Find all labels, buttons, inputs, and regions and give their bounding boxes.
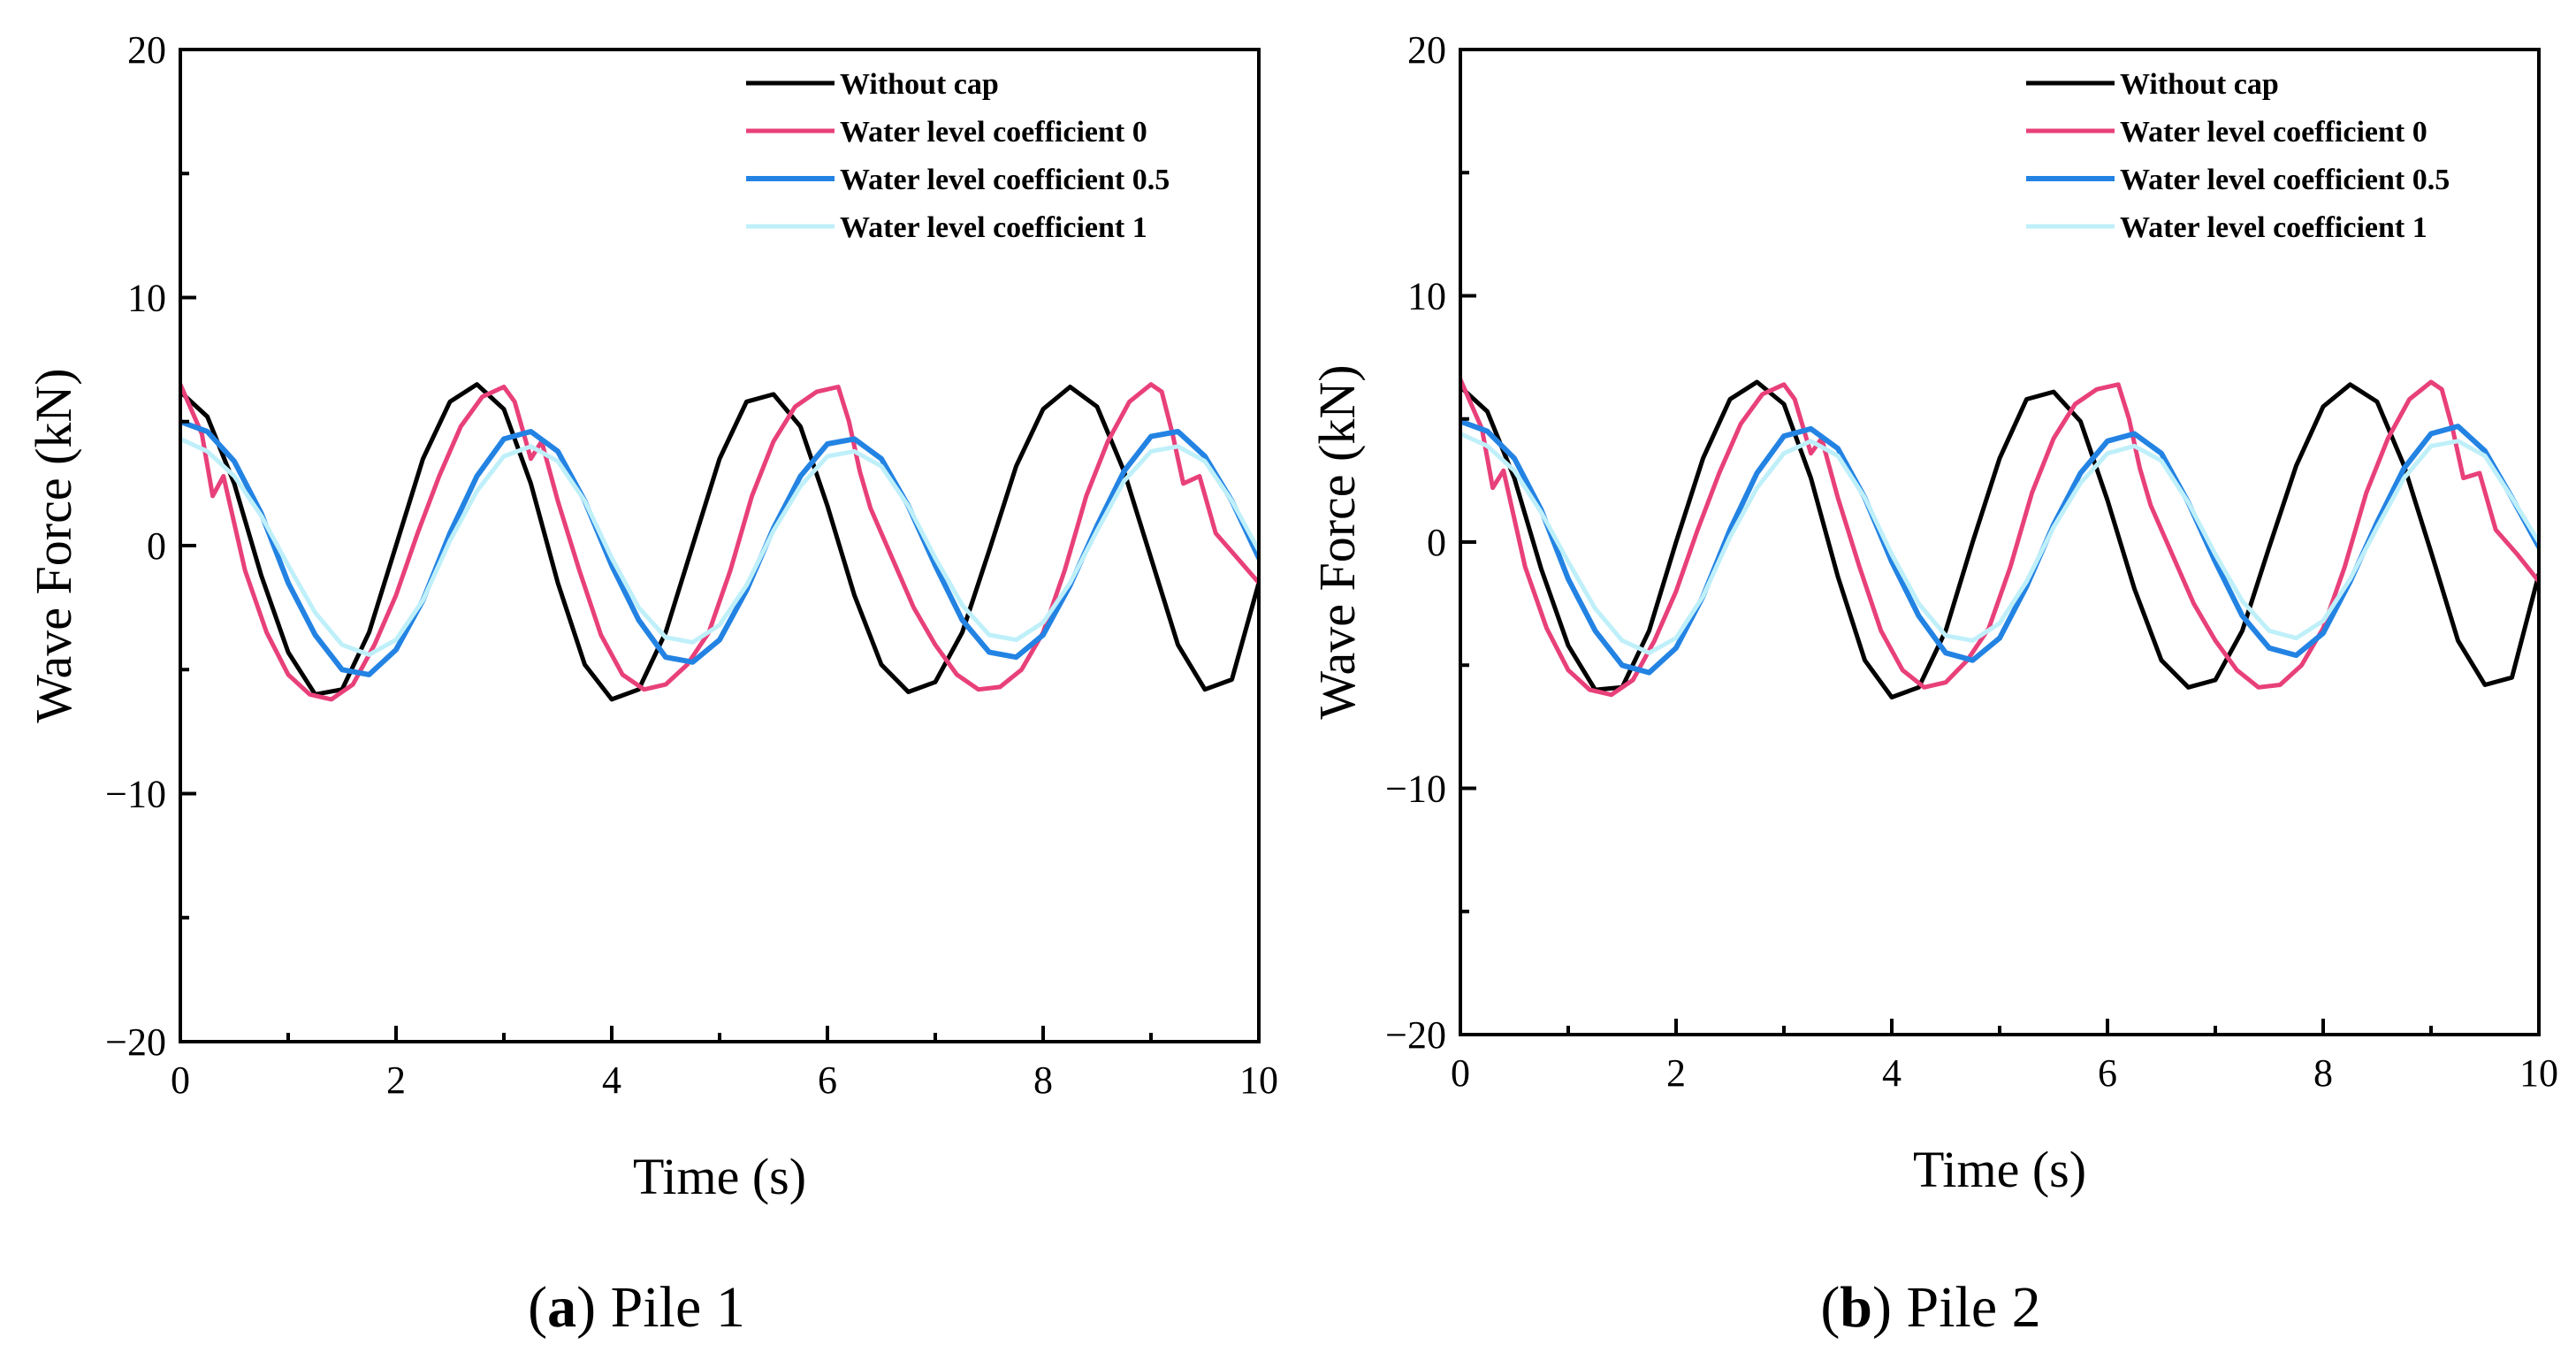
legend-label: Without cap (2120, 68, 2279, 101)
series-group (1460, 377, 2539, 699)
y-tick-label: 0 (147, 524, 166, 568)
x-tick-label: 8 (1033, 1058, 1053, 1102)
x-tick-label: 8 (2313, 1051, 2333, 1095)
x-tick-label: 4 (1882, 1051, 1902, 1095)
legend-label: Without cap (840, 68, 999, 101)
x-axis-label: Time (s) (1913, 1141, 2086, 1198)
legend-label: Water level coefficient 0.5 (2120, 164, 2450, 196)
series-line-3 (1460, 432, 2539, 655)
y-axis-label: Wave Force (kN) (1308, 364, 1366, 719)
x-axis-label: Time (s) (633, 1148, 806, 1205)
plot-frame (1459, 48, 2541, 1036)
legend-label: Water level coefficient 1 (2120, 211, 2427, 244)
x-tick-label: 10 (1239, 1058, 1278, 1102)
y-tick-label: −20 (105, 1020, 166, 1064)
x-tick-label: 2 (1666, 1051, 1686, 1095)
series-line-3 (180, 436, 1259, 657)
legend-label: Water level coefficient 1 (840, 211, 1147, 244)
series-line-1 (180, 382, 1259, 702)
y-tick-label: 20 (127, 28, 166, 72)
caption-a-text: Pile 1 (611, 1275, 745, 1340)
x-tick-label: 6 (2098, 1051, 2117, 1095)
chart-panel-pile-1: 0 2 4 6 8 10 −20 −10 0 10 20 Time (s) Wave Force (kN… (25, 28, 1278, 1205)
caption-b: (b) Pile 2 (1820, 1275, 2040, 1340)
y-axis-label: Wave Force (kN) (25, 368, 82, 722)
plot-frame (179, 48, 1261, 1043)
y-tick-label: 10 (127, 277, 166, 320)
x-tick-label: 4 (602, 1058, 621, 1102)
y-tick-label: −10 (105, 773, 166, 816)
series-line-0 (1460, 379, 2539, 699)
caption-b-text: Pile 2 (1907, 1275, 2041, 1340)
legend-label: Water level coefficient 0 (840, 116, 1147, 149)
legend-label: Water level coefficient 0 (2120, 116, 2427, 149)
caption-b-letter: b (1840, 1275, 1872, 1340)
x-tick-label: 10 (2519, 1051, 2558, 1095)
series-line-0 (180, 382, 1259, 702)
chart-panel-pile-2: 0 2 4 6 8 10 −20 −10 0 10 20 Time (s) Wave Force (kN… (1308, 28, 2558, 1198)
x-tick-label: 6 (818, 1058, 837, 1102)
x-tick-label: 0 (1451, 1051, 1470, 1095)
y-tick-label: −10 (1385, 768, 1446, 811)
y-tick-label: 0 (1427, 521, 1446, 564)
legend: Without cap Water level coefficient 0 Wate… (2026, 68, 2450, 244)
series-line-1 (1460, 377, 2539, 698)
legend-label: Water level coefficient 0.5 (840, 164, 1170, 196)
legend: Without cap Water level coefficient 0 Wate… (746, 68, 1170, 244)
y-tick-label: 20 (1407, 28, 1446, 72)
y-tick-label: −20 (1385, 1013, 1446, 1057)
y-tick-label: 10 (1407, 275, 1446, 318)
caption-a: (a) Pile 1 (528, 1275, 745, 1340)
series-group (180, 382, 1259, 702)
x-tick-label: 0 (171, 1058, 190, 1102)
x-tick-label: 2 (386, 1058, 406, 1102)
caption-a-letter: a (547, 1275, 576, 1340)
